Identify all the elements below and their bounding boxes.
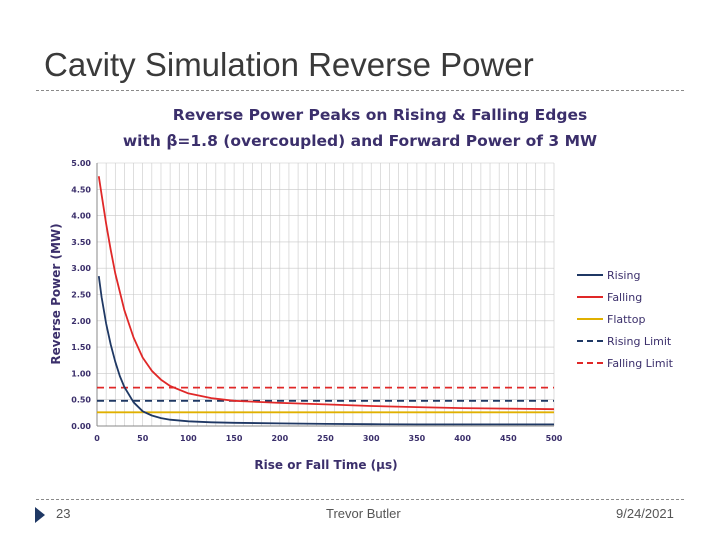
legend-label: Falling Limit	[607, 357, 674, 370]
x-axis-label: Rise or Fall Time (μs)	[254, 458, 397, 472]
slide-title: Cavity Simulation Reverse Power	[44, 46, 534, 83]
reverse-power-chart: Reverse Power Peaks on Rising & Falling …	[49, 106, 674, 472]
y-tick-label: 4.50	[71, 185, 91, 194]
grid-lines	[96, 162, 555, 427]
x-tick-label: 300	[363, 434, 380, 443]
chart-title-line2: with β=1.8 (overcoupled) and Forward Pow…	[123, 132, 597, 150]
x-tick-label: 450	[500, 434, 517, 443]
slide-number: 23	[56, 506, 71, 521]
y-tick-label: 4.00	[71, 212, 91, 221]
y-tick-label: 3.00	[71, 264, 91, 273]
legend-label: Falling	[607, 291, 642, 304]
series-line-rising	[97, 275, 554, 426]
y-tick-label: 2.00	[71, 317, 91, 326]
x-tick-label: 0	[94, 434, 100, 443]
x-tick-label: 500	[546, 434, 563, 443]
y-tick-label: 5.00	[71, 159, 91, 168]
y-tick-label: 1.50	[71, 343, 91, 352]
x-tick-label: 250	[317, 434, 334, 443]
legend-label: Flattop	[607, 313, 645, 326]
slide-bullet-icon	[35, 507, 45, 523]
title-divider	[36, 90, 684, 91]
legend: Rising Falling Flattop Rising Limit Falling …	[577, 269, 674, 370]
footer-author: Trevor Butler	[326, 506, 401, 521]
legend-label: Rising Limit	[607, 335, 672, 348]
x-tick-label: 50	[137, 434, 149, 443]
x-tick-label: 150	[226, 434, 243, 443]
chart-title-line1: Reverse Power Peaks on Rising & Falling …	[173, 106, 587, 124]
series-lines	[97, 176, 555, 426]
y-tick-label: 3.50	[71, 238, 91, 247]
axes	[96, 163, 554, 427]
x-tick-label: 100	[180, 434, 197, 443]
x-tick-label: 400	[454, 434, 471, 443]
y-tick-label: 1.00	[71, 369, 91, 378]
y-tick-label: 2.50	[71, 291, 91, 300]
series-line-falling	[97, 176, 555, 411]
x-tick-label: 350	[409, 434, 426, 443]
legend-label: Rising	[607, 269, 640, 282]
footer-divider	[36, 499, 684, 500]
tick-labels: 0 50 100 150 200 250 300 350 400 450 500 0.00 0.50 1.…	[71, 159, 563, 443]
y-axis-label: Reverse Power (MW)	[49, 223, 63, 364]
footer-date: 9/24/2021	[616, 506, 674, 521]
x-tick-label: 200	[271, 434, 288, 443]
y-tick-label: 0.00	[71, 422, 91, 431]
y-tick-label: 0.50	[71, 396, 91, 405]
